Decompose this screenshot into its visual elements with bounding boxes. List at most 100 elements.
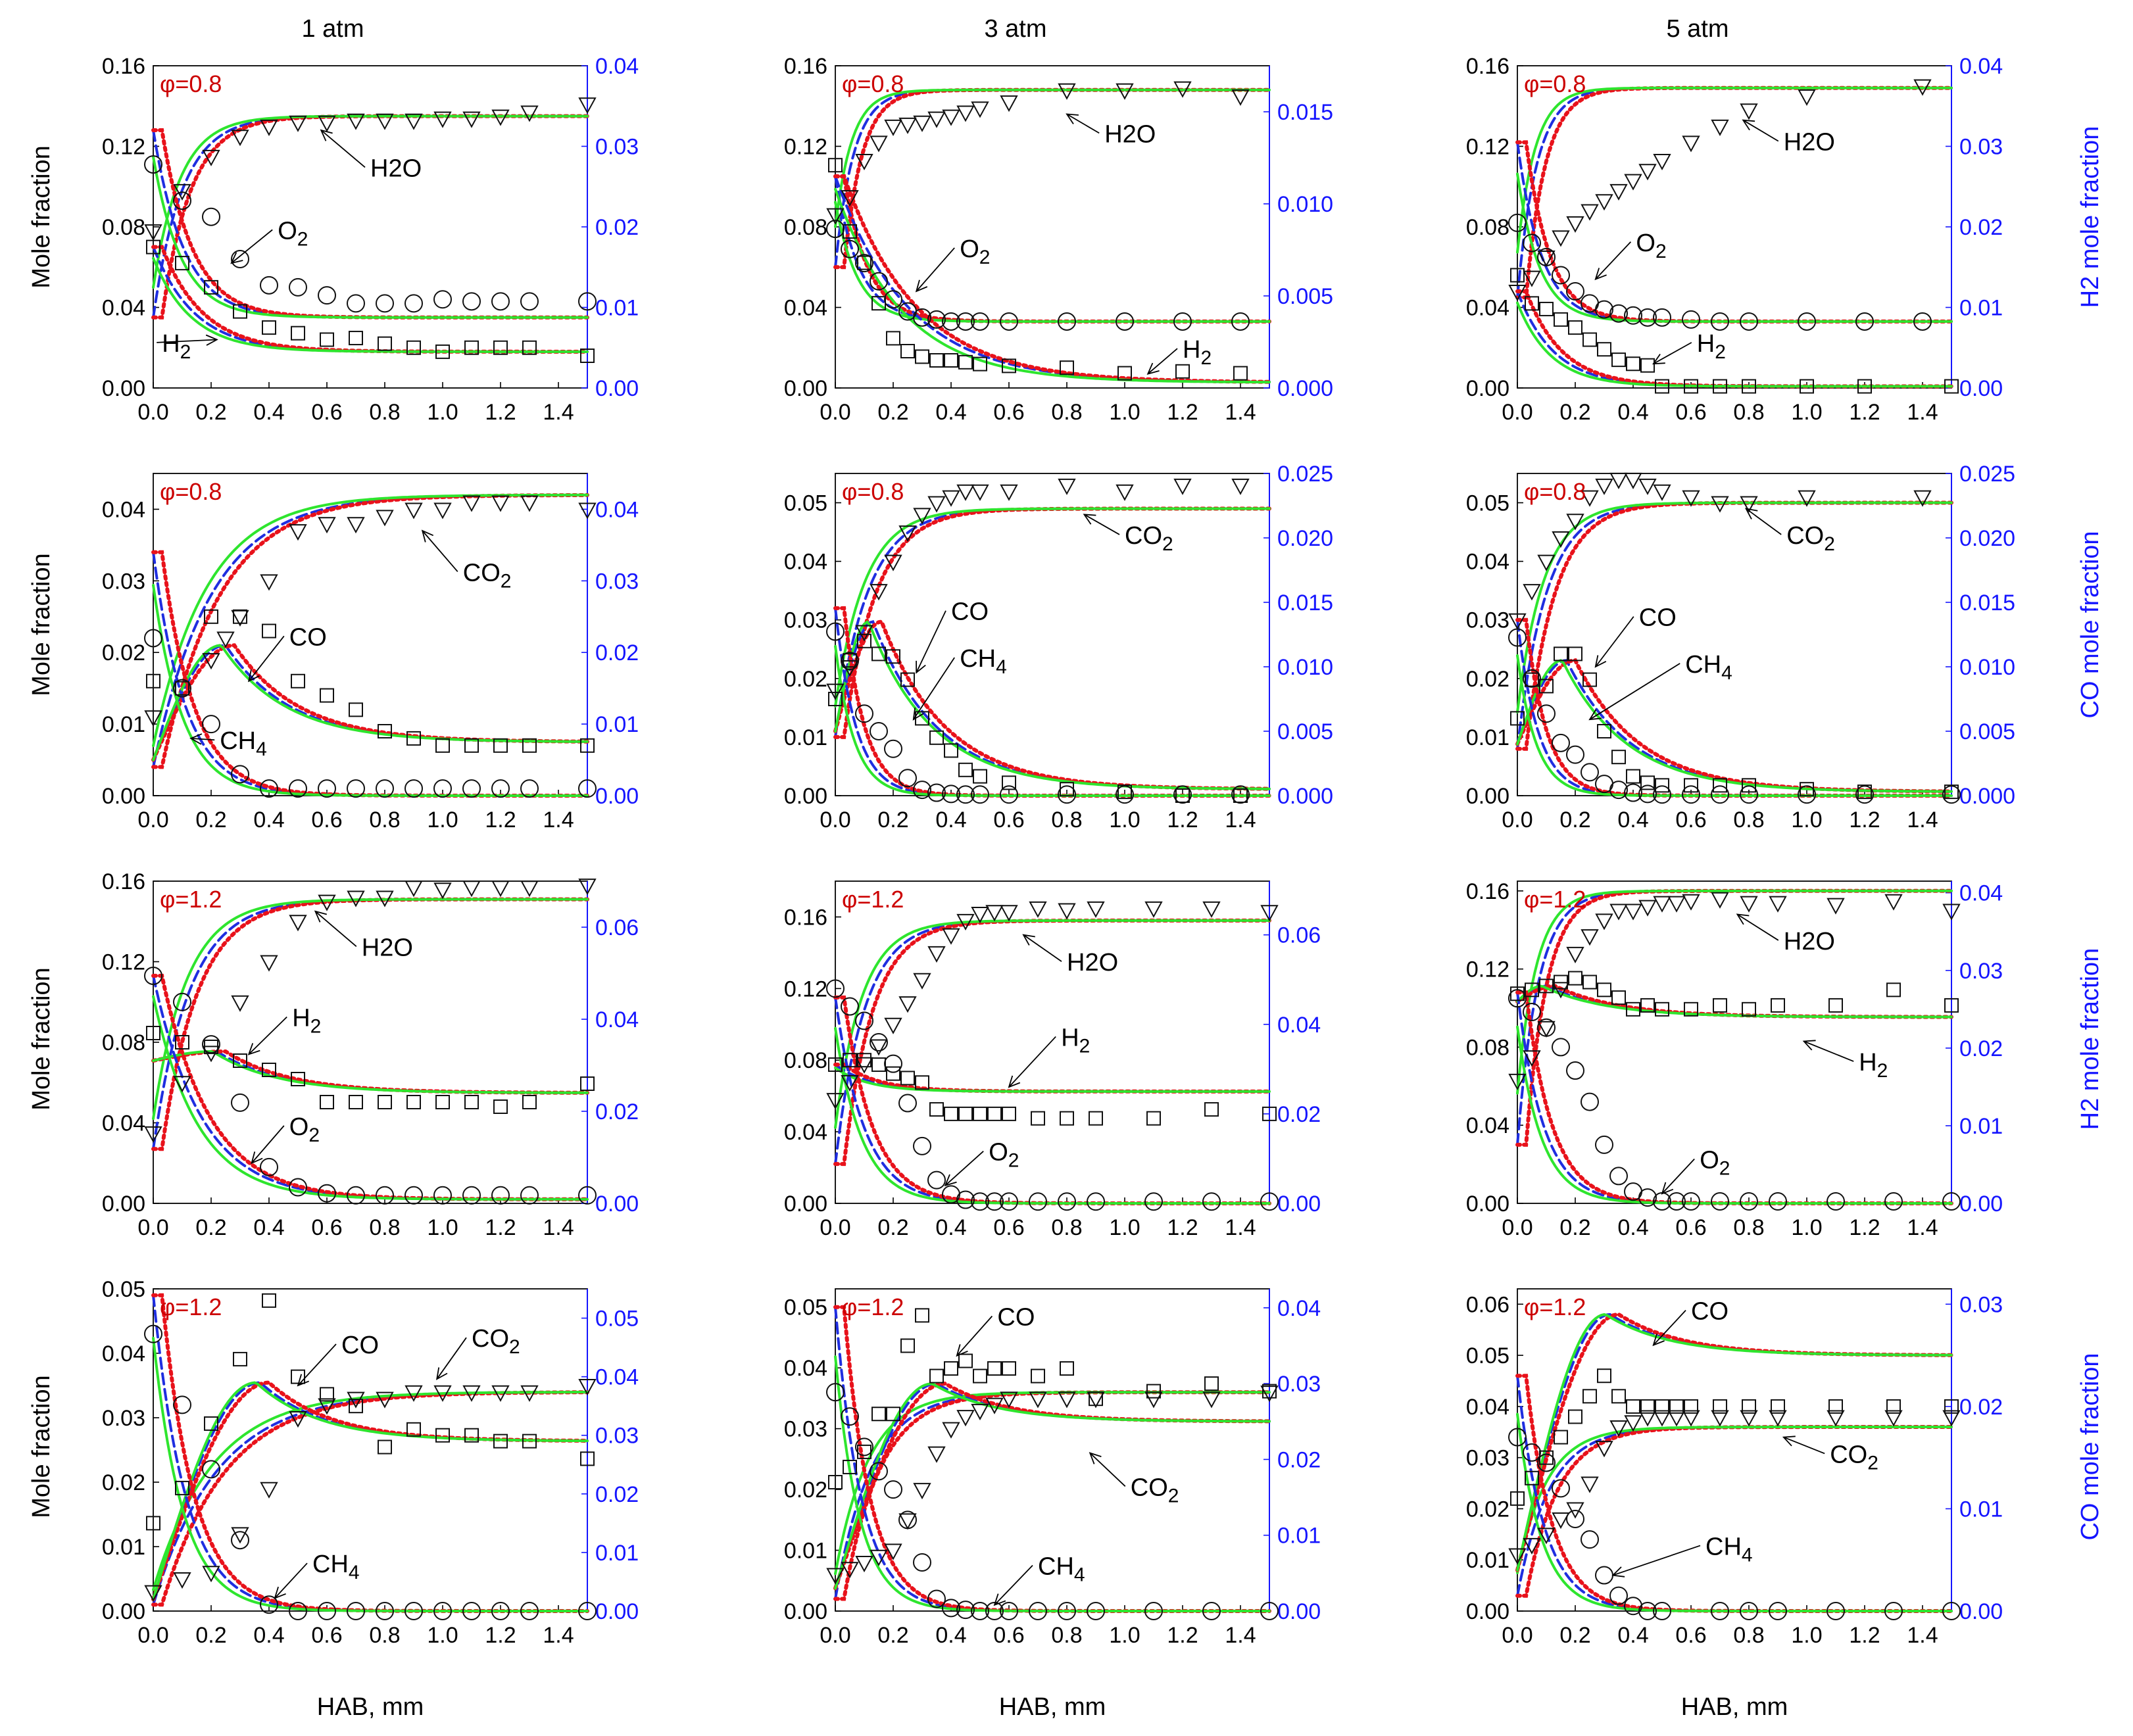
marker-co2-point (855, 625, 873, 642)
phi-label: φ=1.2 (1524, 886, 1586, 913)
marker-h2-point (349, 1095, 363, 1109)
model-curve-green-solid-0 (1516, 889, 1953, 1095)
y2-tick-label: 0.04 (1277, 1296, 1321, 1321)
marker-co2-point (1537, 554, 1556, 571)
marker-h2o-point (433, 111, 452, 128)
marker-o2-point (1058, 312, 1076, 331)
marker-h2o-point (1116, 83, 1134, 100)
marker-co2-point (1740, 496, 1758, 513)
marker-h2o-point (1609, 904, 1628, 921)
y2label-row1: H2 mole fraction (2076, 126, 2104, 308)
marker-co-point (1510, 711, 1525, 726)
marker-ch4-point (1058, 785, 1076, 804)
x-tick-label: 0.8 (1733, 1623, 1764, 1648)
marker-h2-point (1684, 379, 1698, 394)
model-curve-blue-dashed-1 (834, 619, 1271, 790)
x-tick-label: 0.4 (253, 808, 284, 832)
marker-co2-point (433, 502, 452, 519)
marker-o2-point (289, 277, 307, 297)
species-arrow-h2o (320, 130, 366, 168)
marker-h2-point (1554, 975, 1568, 990)
marker-co-point (204, 609, 218, 624)
marker-ch4-point (841, 652, 859, 671)
marker-ch4-point (1682, 785, 1700, 804)
y-tick-label: 0.05 (1466, 491, 1509, 516)
y-tick-label: 0.00 (102, 1192, 145, 1217)
x-tick-label: 1.2 (1167, 808, 1198, 832)
marker-o2-point (1740, 312, 1758, 331)
x-tick-label: 1.4 (543, 1215, 574, 1240)
species-arrow-co2 (1083, 514, 1120, 535)
marker-co-point (1539, 679, 1554, 694)
marker-h2-point (1713, 998, 1727, 1013)
model-curve-green-solid-1 (1516, 172, 1953, 323)
marker-h2o-point (1029, 901, 1047, 918)
y-tick-label: 0.16 (102, 54, 145, 79)
x-tick-label: 0.0 (137, 1623, 168, 1648)
marker-o2-point (1638, 1188, 1657, 1207)
species-arrow-co (1595, 616, 1634, 667)
species-arrowhead (1089, 1452, 1102, 1464)
marker-co2-point (318, 517, 336, 534)
marker-h2o-point (1682, 135, 1700, 153)
species-arrow-ch4 (913, 657, 955, 720)
panel-r3c3: 0.0 0.2 0.4 0.6 0.8 1.0 1.2 1.4 0.00 0.04 0.08 0.12… (1466, 879, 2003, 1240)
marker-h2-point (1510, 268, 1525, 283)
marker-h2o-point (520, 880, 539, 898)
marker-ch4-point (913, 1553, 931, 1572)
marker-h2-point (291, 1072, 305, 1086)
marker-ch4-point (1855, 785, 1874, 804)
marker-co2-point (1581, 1476, 1599, 1493)
marker-co-point (987, 1361, 1002, 1376)
marker-h2-point (958, 354, 973, 370)
marker-h2o-point (1173, 81, 1192, 98)
marker-h2-point (493, 1099, 508, 1114)
marker-ch4-point (1653, 785, 1671, 804)
marker-co-point (378, 1439, 392, 1455)
y-tick-label: 0.01 (1466, 1548, 1509, 1573)
marker-co2-point (913, 1483, 931, 1500)
marker-co2-point (1260, 1386, 1279, 1403)
x-tick-label: 1.2 (1849, 1623, 1880, 1648)
marker-ch4-point (1260, 1602, 1279, 1620)
phi-label: φ=0.8 (842, 70, 904, 97)
y-tick-label: 0.01 (784, 725, 827, 750)
y2-tick-label: 0.03 (1277, 1372, 1321, 1397)
marker-h2-point (1611, 990, 1626, 1005)
y2-tick-label: 0.00 (1277, 1192, 1321, 1217)
marker-ch4-point (1740, 785, 1758, 804)
y2-tick-label: 0.015 (1277, 100, 1333, 125)
marker-h2o-point (347, 113, 365, 130)
y2-tick-label: 0.00 (595, 376, 639, 401)
marker-co2-point (578, 502, 597, 519)
marker-ch4-point (1144, 1602, 1163, 1620)
marker-co-point (406, 731, 421, 746)
panel-r4c1: 0.0 0.2 0.4 0.6 0.8 1.0 1.2 1.4 0.00 0.01 0.02 0.03… (102, 1277, 639, 1648)
marker-o2-point (173, 992, 191, 1011)
y-tick-label: 0.12 (1466, 957, 1509, 982)
marker-co-point (1655, 1399, 1669, 1414)
marker-co2-point (520, 495, 539, 512)
marker-h2-point (857, 1053, 871, 1068)
marker-o2-point (144, 155, 162, 174)
y2-tick-label: 0.010 (1959, 655, 2015, 680)
model-curve-blue-dashed-0 (1516, 1426, 1953, 1597)
marker-o2-point (1942, 1192, 1961, 1211)
species-label-h2: H2 (162, 330, 191, 363)
panel-r1c1: 0.0 0.2 0.4 0.6 0.8 1.0 1.2 1.4 0.00 0.04 0.08 0.12… (102, 54, 639, 425)
species-arrowhead (436, 1367, 448, 1380)
x-tick-label: 0.6 (993, 1623, 1024, 1648)
species-arrowhead (915, 279, 928, 293)
panel-r1c2: 0.0 0.2 0.4 0.6 0.8 1.0 1.2 1.4 0.00 0.04 0.08 0.12… (784, 54, 1333, 425)
marker-co-point (886, 1407, 900, 1422)
marker-co2-point (942, 1422, 960, 1439)
y2-tick-label: 0.00 (595, 784, 639, 809)
marker-o2-point (1884, 1192, 1903, 1211)
species-label-o2: O2 (960, 235, 990, 268)
marker-h2-point (1800, 379, 1814, 394)
marker-ch4-point (1653, 1602, 1671, 1620)
species-label-h2o: H2O (1067, 949, 1118, 976)
chart-panels: 0.0 0.2 0.4 0.6 0.8 1.0 1.2 1.4 0.00 0.04 0.08 0.12… (102, 54, 2015, 1648)
marker-h2o-point (855, 153, 873, 171)
species-arrowhead (1661, 1182, 1674, 1195)
